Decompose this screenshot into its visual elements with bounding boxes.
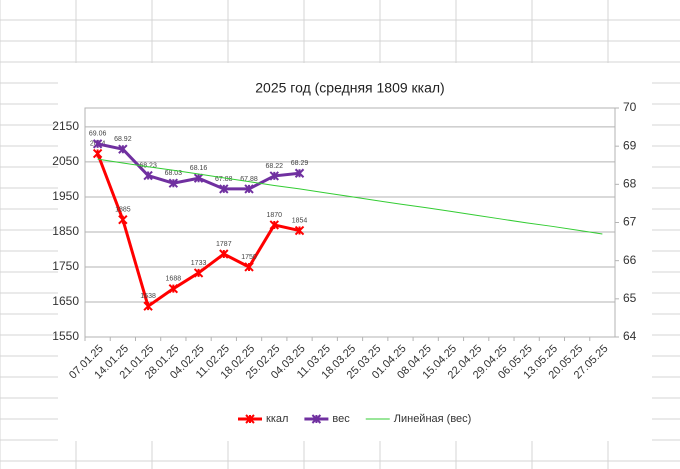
marker [269, 220, 279, 230]
chart-title: 2025 год (средняя 1809 ккал) [255, 80, 444, 96]
legend-marker [245, 414, 255, 424]
marker [269, 171, 279, 181]
legend-label: ккал [266, 413, 288, 425]
marker [294, 168, 305, 178]
marker [143, 301, 153, 311]
marker [92, 139, 103, 149]
data-label: 69.06 [89, 131, 107, 138]
marker [244, 184, 254, 194]
y2-tick-label: 70 [623, 100, 637, 114]
data-label: 68.22 [266, 163, 284, 170]
y2-tick-label: 65 [623, 291, 637, 305]
data-label: 1787 [216, 241, 232, 248]
marker [294, 225, 305, 236]
legend-label: Линейная (вес) [394, 413, 472, 425]
y2-tick-label: 68 [623, 177, 637, 191]
marker [92, 148, 103, 159]
data-label: 1750 [241, 254, 257, 261]
y2-tick-label: 66 [623, 253, 637, 267]
y-tick-label: 1850 [52, 224, 79, 238]
data-label: 68.29 [291, 160, 309, 167]
marker [219, 184, 229, 194]
y2-tick-label: 64 [623, 329, 637, 343]
chart-area [58, 63, 652, 441]
legend-marker [311, 414, 322, 424]
data-label: 1885 [115, 207, 131, 214]
marker [168, 178, 179, 188]
marker [244, 262, 254, 272]
marker [193, 268, 204, 278]
marker [143, 170, 153, 181]
y2-tick-label: 69 [623, 138, 637, 152]
y-tick-label: 1650 [52, 294, 79, 308]
data-label: 67.88 [215, 176, 233, 183]
y-tick-label: 2050 [52, 154, 79, 168]
data-label: 1870 [266, 212, 282, 219]
data-label: 1688 [166, 276, 182, 283]
data-label: 68.92 [114, 136, 132, 143]
data-label: 1638 [140, 293, 156, 300]
data-label: 68.23 [139, 162, 157, 169]
trend-line [97, 158, 603, 235]
plot-frame [84, 107, 616, 338]
legend-label: вес [332, 413, 350, 425]
y-tick-label: 2150 [52, 119, 79, 133]
marker [168, 283, 179, 294]
marker [118, 144, 128, 154]
y-tick-label: 1550 [52, 329, 79, 343]
marker [193, 173, 204, 183]
y-tick-label: 1950 [52, 189, 79, 203]
data-label: 1854 [292, 217, 308, 224]
data-label: 1733 [191, 260, 207, 267]
y-tick-label: 1750 [52, 259, 79, 273]
y2-tick-label: 67 [623, 215, 637, 229]
marker [219, 249, 229, 259]
data-label: 68.03 [165, 170, 183, 177]
data-label: 68.16 [190, 165, 208, 172]
marker [118, 214, 128, 225]
data-label: 67.88 [240, 176, 258, 183]
